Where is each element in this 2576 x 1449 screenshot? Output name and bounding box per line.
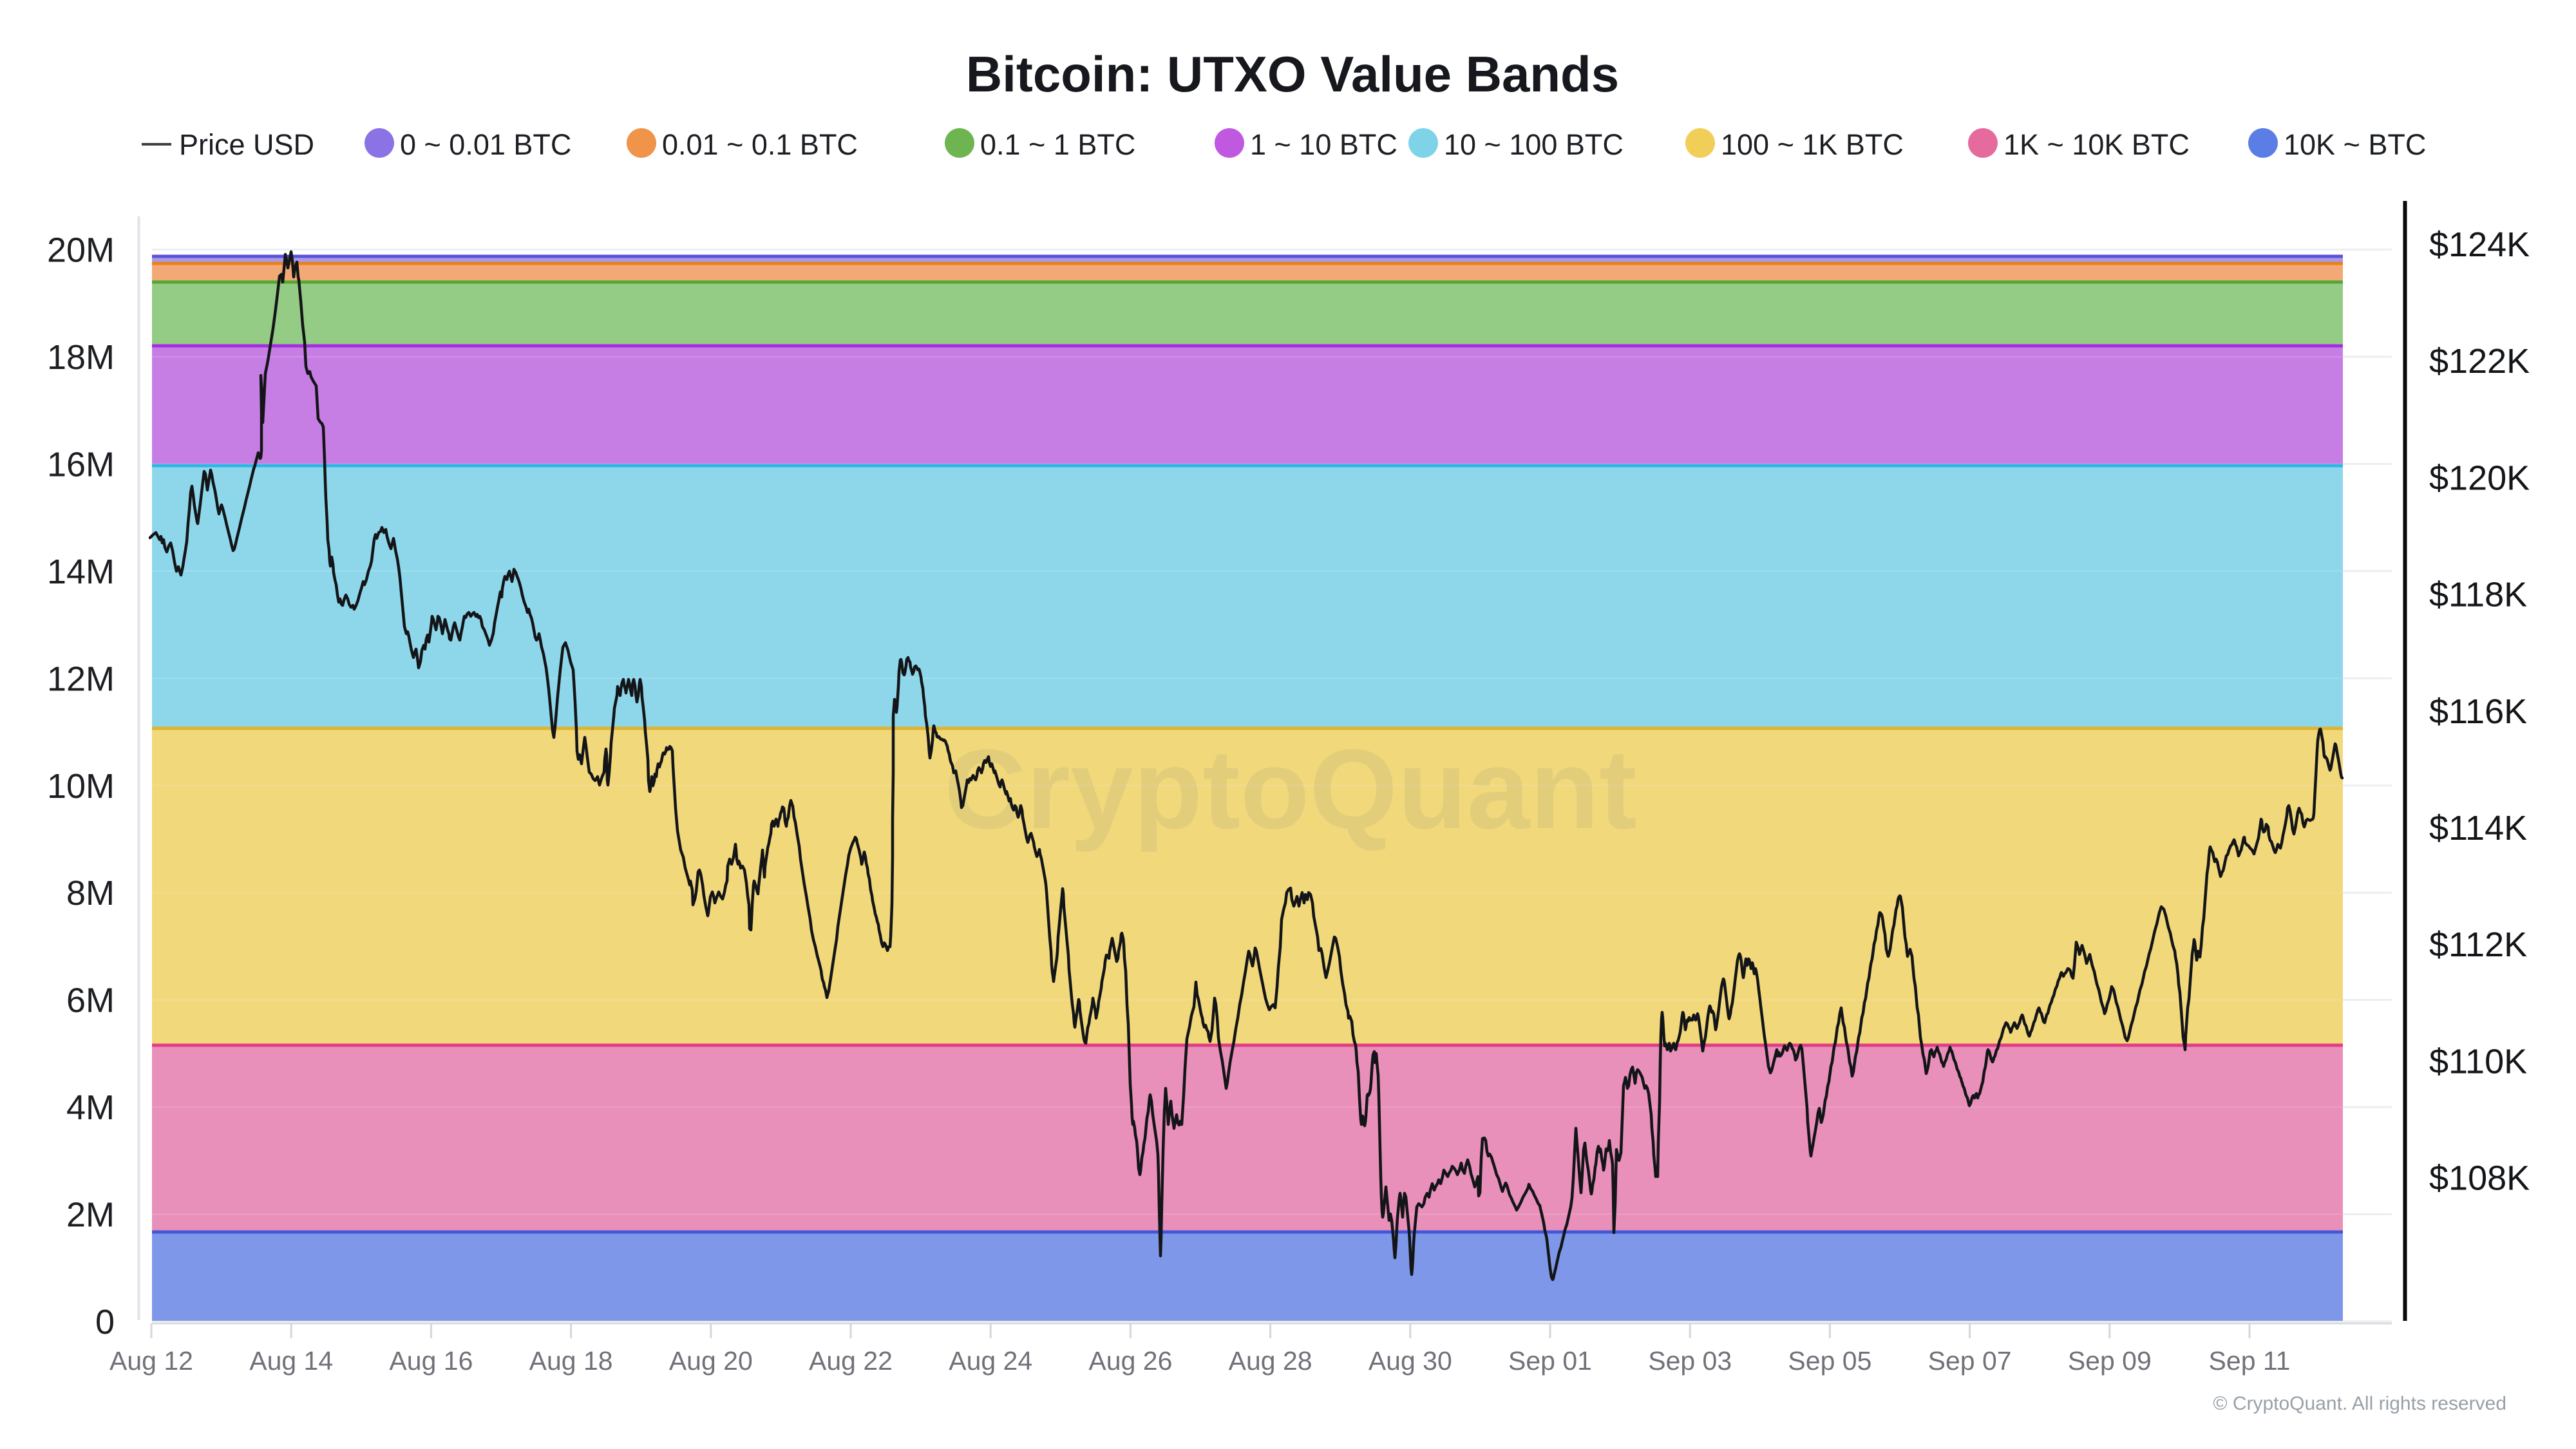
svg-text:$120K: $120K [2429, 459, 2530, 497]
svg-text:1 ~ 10 BTC: 1 ~ 10 BTC [1250, 128, 1397, 161]
svg-text:4M: 4M [66, 1088, 115, 1127]
svg-text:10K ~ BTC: 10K ~ BTC [2284, 128, 2426, 161]
svg-text:Sep 05: Sep 05 [1788, 1346, 1871, 1376]
svg-text:Aug 14: Aug 14 [249, 1346, 333, 1376]
svg-text:Bitcoin: UTXO Value Bands: Bitcoin: UTXO Value Bands [966, 46, 1619, 102]
svg-text:$114K: $114K [2429, 809, 2527, 848]
svg-text:$124K: $124K [2429, 225, 2530, 264]
svg-text:Aug 18: Aug 18 [529, 1346, 613, 1376]
svg-text:$110K: $110K [2429, 1042, 2527, 1081]
svg-text:100 ~ 1K BTC: 100 ~ 1K BTC [1721, 128, 1904, 161]
svg-text:0: 0 [95, 1303, 115, 1341]
svg-text:© CryptoQuant. All rights rese: © CryptoQuant. All rights reserved [2213, 1393, 2506, 1414]
svg-text:Aug 22: Aug 22 [809, 1346, 893, 1376]
svg-text:Sep 09: Sep 09 [2068, 1346, 2152, 1376]
svg-text:0 ~ 0.01 BTC: 0 ~ 0.01 BTC [400, 128, 571, 161]
svg-text:Sep 11: Sep 11 [2209, 1346, 2291, 1376]
svg-text:Aug 26: Aug 26 [1088, 1346, 1172, 1376]
svg-text:CryptoQuant: CryptoQuant [944, 726, 1637, 853]
svg-text:Aug 28: Aug 28 [1229, 1346, 1312, 1376]
svg-text:12M: 12M [47, 659, 115, 698]
svg-text:18M: 18M [47, 338, 115, 377]
svg-text:Aug 30: Aug 30 [1368, 1346, 1452, 1376]
svg-text:0.1 ~ 1 BTC: 0.1 ~ 1 BTC [980, 128, 1135, 161]
svg-text:2M: 2M [66, 1196, 115, 1235]
svg-text:Sep 01: Sep 01 [1508, 1346, 1592, 1376]
svg-text:Price USD: Price USD [179, 128, 314, 161]
svg-text:Aug 20: Aug 20 [669, 1346, 753, 1376]
svg-text:Aug 24: Aug 24 [949, 1346, 1032, 1376]
svg-text:6M: 6M [66, 981, 115, 1020]
svg-text:16M: 16M [47, 445, 115, 484]
svg-text:10 ~ 100 BTC: 10 ~ 100 BTC [1444, 128, 1624, 161]
svg-text:$108K: $108K [2429, 1159, 2530, 1198]
svg-text:Sep 07: Sep 07 [1928, 1346, 2012, 1376]
svg-text:Aug 12: Aug 12 [109, 1346, 193, 1376]
svg-text:Aug 16: Aug 16 [389, 1346, 473, 1376]
svg-text:$112K: $112K [2429, 925, 2527, 964]
svg-text:$118K: $118K [2429, 576, 2527, 614]
svg-text:0.01 ~ 0.1 BTC: 0.01 ~ 0.1 BTC [662, 128, 858, 161]
svg-text:20M: 20M [47, 231, 115, 270]
svg-text:8M: 8M [66, 874, 115, 913]
svg-text:10M: 10M [47, 767, 115, 806]
svg-text:$116K: $116K [2429, 692, 2527, 731]
svg-text:Sep 03: Sep 03 [1648, 1346, 1732, 1376]
svg-text:1K ~ 10K BTC: 1K ~ 10K BTC [2003, 128, 2190, 161]
svg-text:$122K: $122K [2429, 342, 2530, 381]
svg-text:14M: 14M [47, 553, 115, 591]
